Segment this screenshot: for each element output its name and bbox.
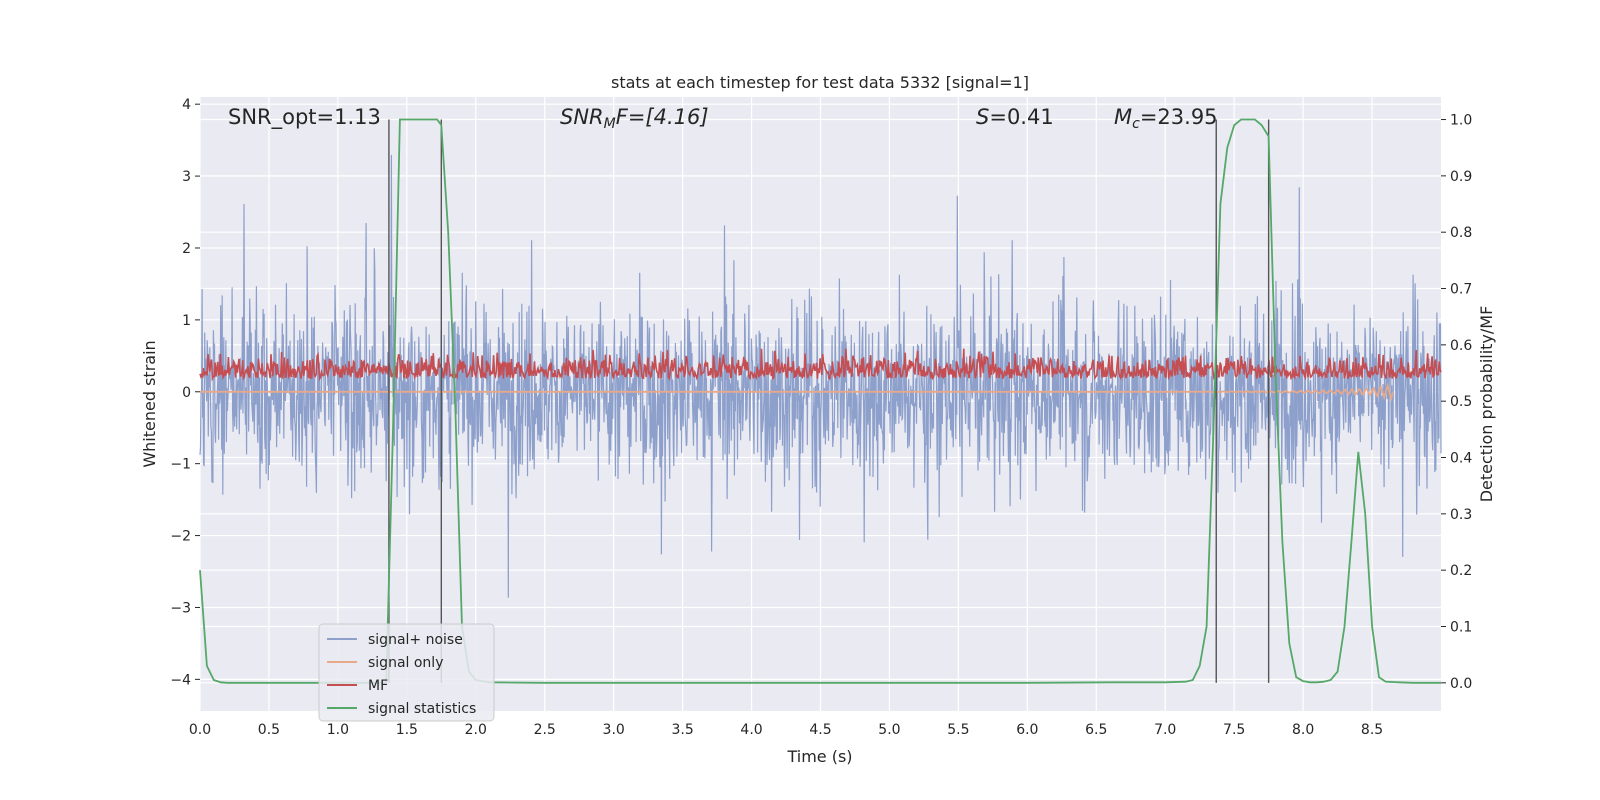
y-right-axis-ticks: 1.0 0.9 0.8 0.7 0.6 0.5 0.4 0.3 0.2 0.1 0.0 — [1441, 113, 1472, 692]
y-left-tick-label: −4 — [170, 672, 191, 688]
annotation-s-rest: =0.41 — [989, 105, 1053, 129]
x-tick-label: 8.0 — [1292, 722, 1314, 738]
x-tick-label: 8.5 — [1361, 722, 1383, 738]
x-tick-label: 7.0 — [1154, 722, 1176, 738]
y-right-tick-label: 0.4 — [1450, 451, 1472, 467]
x-tick-label: 4.5 — [809, 722, 831, 738]
x-tick-label: 4.0 — [740, 722, 762, 738]
legend: signal+ noise signal only MF signal stat… — [318, 623, 495, 722]
annotation-s-main: S — [976, 105, 989, 129]
mf-line — [199, 348, 1442, 382]
x-axis-label: Time (s) — [786, 747, 852, 766]
x-tick-label: 1.5 — [396, 722, 418, 738]
x-tick-label: 0.0 — [189, 722, 211, 738]
x-tick-label: 0.5 — [258, 722, 280, 738]
y-left-tick-label: −1 — [170, 457, 191, 473]
y-right-tick-label: 0.8 — [1450, 225, 1472, 241]
y-right-tick-label: 0.2 — [1450, 563, 1472, 579]
y-left-tick-label: 4 — [182, 97, 191, 113]
y-right-tick-label: 0.6 — [1450, 338, 1472, 354]
y-right-tick-label: 0.9 — [1450, 169, 1472, 185]
y-right-tick-label: 0.3 — [1450, 507, 1472, 523]
x-tick-label: 3.5 — [671, 722, 693, 738]
x-tick-label: 6.5 — [1085, 722, 1107, 738]
annotation-mc: Mc=23.95 — [1114, 105, 1218, 132]
x-axis-ticks: 0.0 0.5 1.0 1.5 2.0 2.5 3.0 3.5 4.0 4.5 5.0 5.5 6.0 6… — [189, 722, 1383, 738]
x-tick-label: 5.0 — [878, 722, 900, 738]
y-left-tick-label: 1 — [182, 313, 191, 329]
signal-noise-line — [199, 154, 1442, 598]
series-signal-only — [200, 382, 1394, 403]
x-tick-label: 5.5 — [947, 722, 969, 738]
annotation-snr-mf-main: SNR — [560, 105, 604, 129]
y-right-axis-label: Detection probability/MF — [1477, 306, 1496, 503]
y-right-tick-label: 0.5 — [1450, 394, 1472, 410]
y-left-axis-ticks: 4 3 2 1 0 −1 −2 −3 −4 — [170, 97, 200, 688]
chart-title: stats at each timestep for test data 533… — [611, 73, 1029, 92]
y-left-tick-label: −2 — [170, 529, 191, 545]
y-left-tick-label: 3 — [182, 169, 191, 185]
annotation-mc-rest: =23.95 — [1140, 105, 1218, 129]
signal-statistics-line — [199, 118, 1441, 684]
y-left-tick-label: 0 — [182, 385, 191, 401]
signal-only-line — [200, 382, 1394, 403]
legend-label-signal-only: signal only — [368, 655, 443, 671]
x-tick-label: 2.5 — [534, 722, 556, 738]
y-right-tick-label: 0.7 — [1450, 282, 1472, 298]
annotation-mc-main: M — [1114, 105, 1132, 129]
series-mf — [199, 348, 1442, 382]
x-tick-label: 6.0 — [1016, 722, 1038, 738]
legend-label-signal-statistics: signal statistics — [368, 701, 476, 717]
annotation-snr-mf: SNRMF=[4.16] — [560, 105, 709, 132]
y-left-tick-label: −3 — [170, 600, 191, 616]
y-right-tick-label: 1.0 — [1450, 113, 1472, 129]
x-tick-label: 1.0 — [327, 722, 349, 738]
x-tick-label: 2.0 — [465, 722, 487, 738]
series-signal-noise — [199, 154, 1442, 598]
legend-label-signal-noise: signal+ noise — [368, 632, 463, 648]
y-left-axis-label: Whitened strain — [140, 340, 159, 467]
y-right-tick-label: 0.1 — [1450, 620, 1472, 636]
annotation-snr-mf-rest: F=[4.16] — [616, 105, 709, 129]
annotation-mc-sub: c — [1132, 116, 1140, 132]
annotation-s: S=0.41 — [976, 105, 1054, 129]
series-signal-statistics — [199, 118, 1441, 684]
annotation-snr-mf-sub: M — [604, 116, 616, 132]
x-tick-label: 7.5 — [1223, 722, 1245, 738]
legend-label-mf: MF — [368, 678, 388, 694]
y-right-tick-label: 0.0 — [1450, 676, 1472, 692]
y-left-tick-label: 2 — [182, 241, 191, 257]
annotation-snr-opt: SNR_opt=1.13 — [228, 105, 381, 130]
legend-box — [318, 623, 495, 722]
x-tick-label: 3.0 — [603, 722, 625, 738]
